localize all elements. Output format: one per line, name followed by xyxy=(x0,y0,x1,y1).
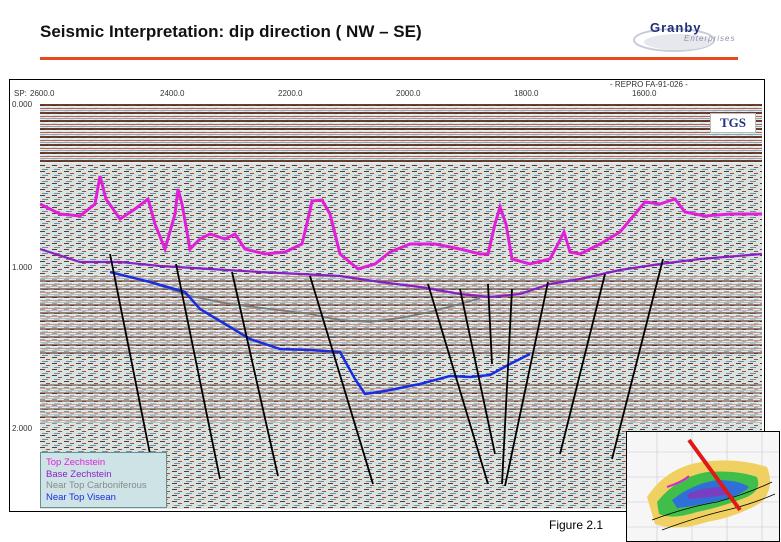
granby-logo: Granby Enterprises xyxy=(632,18,744,56)
time-tick-label: 1.000 xyxy=(12,263,33,272)
logo-swoosh-icon xyxy=(633,28,715,52)
fault-lines xyxy=(109,253,664,487)
sp-tick-label: 2600.0 xyxy=(30,89,55,98)
horizon-legend: Top Zechstein Base Zechstein Near Top Ca… xyxy=(40,452,167,508)
sp-tick-label: 2000.0 xyxy=(396,89,421,98)
logo-subtext: Enterprises xyxy=(684,34,736,43)
legend-item-near-top-carboniferous: Near Top Carboniferous xyxy=(46,480,147,491)
horizon-top-zechstein xyxy=(40,175,762,271)
legend-item-near-top-visean: Near Top Visean xyxy=(46,491,116,503)
logo-text: Granby xyxy=(650,20,702,35)
slide-title: Seismic Interpretation: dip direction ( … xyxy=(40,22,422,41)
repro-label: - REPRO FA-91-026 - xyxy=(610,80,688,89)
legend-item-base-zechstein: Base Zechstein xyxy=(46,468,112,480)
section-line-marker xyxy=(687,438,742,512)
title-underline xyxy=(40,57,738,60)
horizon-base-zechstein xyxy=(40,247,762,299)
sp-tick-label: 2200.0 xyxy=(278,89,303,98)
sp-tick-label: 1800.0 xyxy=(514,89,539,98)
time-tick-label: 0.000 xyxy=(12,100,33,109)
sp-tick-label: 2400.0 xyxy=(160,89,185,98)
time-tick-label: 2.000 xyxy=(12,424,33,433)
structure-map xyxy=(627,432,779,541)
time-axis: 0.000 1.000 2.000 xyxy=(10,98,40,511)
legend-item-top-zechstein: Top Zechstein xyxy=(46,457,106,468)
tgs-badge: TGS xyxy=(710,113,756,133)
horizon-near-top-carboniferous xyxy=(109,271,481,323)
sp-axis-label: SP: xyxy=(14,89,27,98)
figure-caption: Figure 2.1 xyxy=(549,518,604,532)
location-map-inset xyxy=(626,431,780,542)
shotpoint-axis: SP: 2600.0 2400.0 2200.0 2000.0 1800.0 1… xyxy=(10,80,764,98)
sp-tick-label: 1600.0 xyxy=(632,89,657,98)
horizon-near-top-visean xyxy=(109,270,531,396)
